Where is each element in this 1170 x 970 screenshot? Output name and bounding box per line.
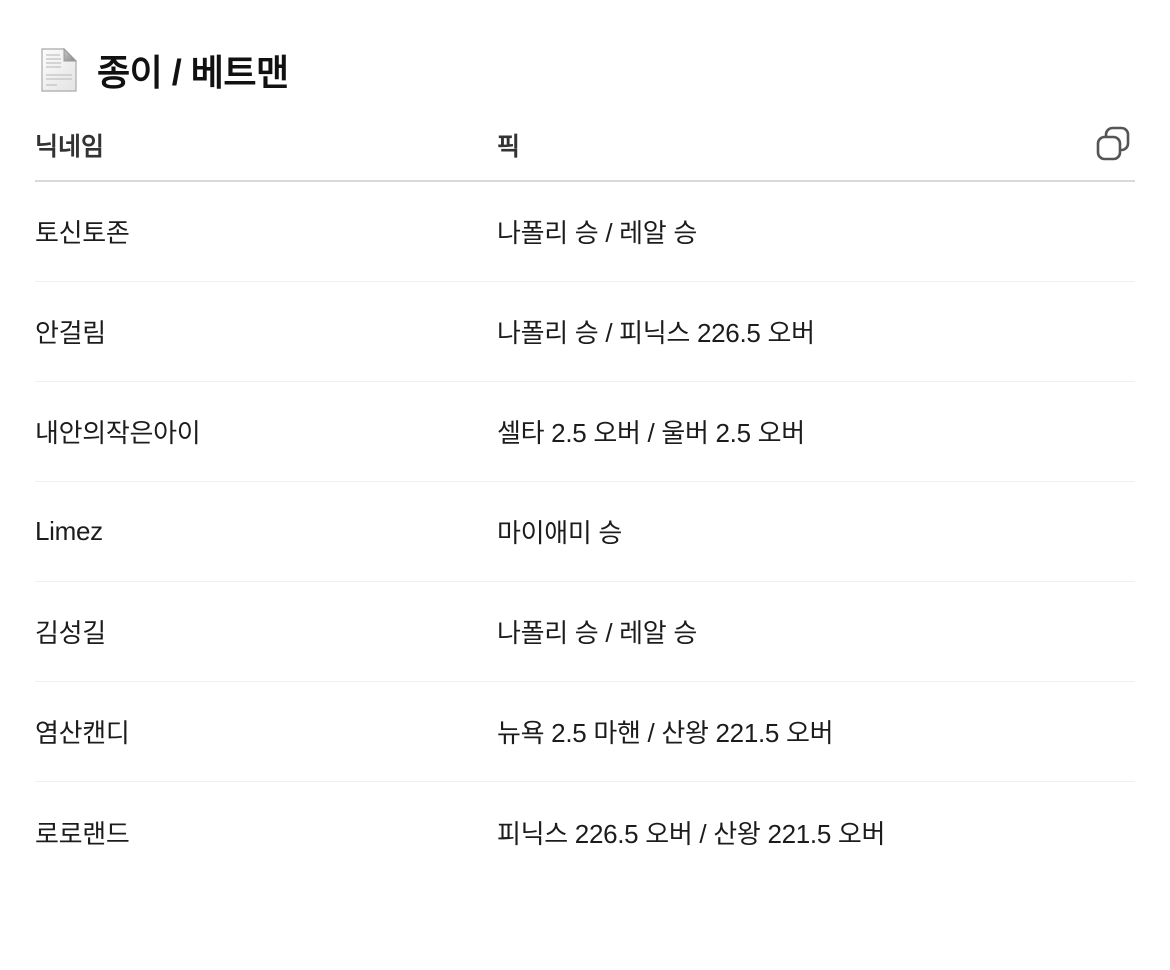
pick-cell: 마이애미 승 (497, 518, 623, 548)
page: 종이 / 베트맨 닉네임 픽 토신토존 나폴리 승 / 레알 승 안걸림 나폴리… (35, 44, 1135, 882)
table-row: 김성길 나폴리 승 / 레알 승 (35, 582, 1135, 682)
pick-cell: 피닉스 226.5 오버 / 산왕 221.5 오버 (497, 818, 886, 849)
pick-cell: 나폴리 승 / 피닉스 226.5 오버 (497, 318, 815, 348)
table-row: 로로랜드 피닉스 226.5 오버 / 산왕 221.5 오버 (35, 782, 1135, 882)
page-title: 종이 / 베트맨 (97, 52, 289, 93)
nickname-cell: 김성길 (35, 618, 106, 648)
column-header-pick: 픽 (497, 133, 521, 161)
table-body: 토신토존 나폴리 승 / 레알 승 안걸림 나폴리 승 / 피닉스 226.5 … (35, 182, 1135, 882)
nickname-cell: 염산캔디 (35, 718, 130, 748)
page-title-row: 종이 / 베트맨 (35, 44, 1135, 96)
table-row: 염산캔디 뉴욕 2.5 마핸 / 산왕 221.5 오버 (35, 682, 1135, 782)
table-row: 토신토존 나폴리 승 / 레알 승 (35, 182, 1135, 282)
pick-cell: 나폴리 승 / 레알 승 (497, 218, 697, 248)
table-row: 안걸림 나폴리 승 / 피닉스 226.5 오버 (35, 282, 1135, 382)
copy-icon (1093, 124, 1133, 167)
column-header-nickname: 닉네임 (35, 133, 105, 161)
pick-cell: 나폴리 승 / 레알 승 (497, 618, 697, 648)
pick-cell: 셀타 2.5 오버 / 울버 2.5 오버 (497, 418, 805, 448)
table-row: Limez 마이애미 승 (35, 482, 1135, 582)
table-header: 닉네임 픽 (35, 110, 1135, 182)
pick-cell: 뉴욕 2.5 마핸 / 산왕 221.5 오버 (497, 718, 834, 748)
nickname-cell: 로로랜드 (35, 818, 130, 849)
document-page-icon (37, 46, 81, 94)
nickname-cell: 내안의작은아이 (35, 418, 201, 448)
nickname-cell: 토신토존 (35, 218, 130, 248)
nickname-cell: 안걸림 (35, 318, 106, 348)
copy-table-button[interactable] (1091, 123, 1135, 167)
nickname-cell: Limez (35, 516, 103, 546)
table-row: 내안의작은아이 셀타 2.5 오버 / 울버 2.5 오버 (35, 382, 1135, 482)
